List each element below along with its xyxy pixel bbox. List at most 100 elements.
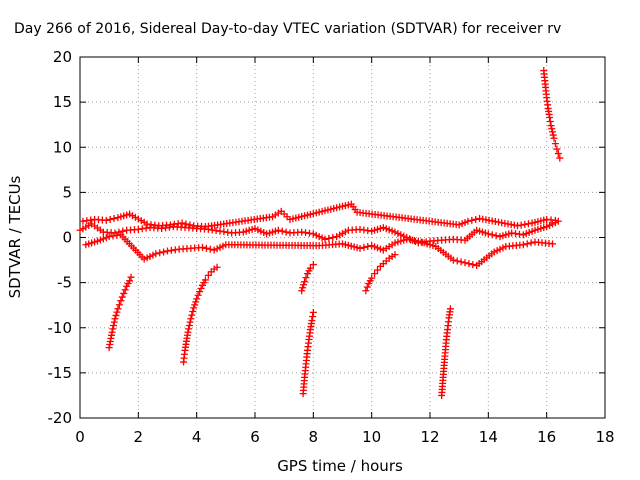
data-point [446,305,454,313]
data-point [185,325,193,333]
data-point [374,266,381,274]
data-point [556,154,564,162]
x-tick-label: 6 [250,428,260,446]
data-point [523,240,531,248]
data-point [300,281,308,289]
series-arc-dip-3 [299,308,317,398]
data-point [102,216,110,224]
data-point [492,232,500,240]
x-tick-label: 12 [420,428,439,446]
data-point [363,283,371,291]
data-point [453,257,461,265]
data-point [192,298,200,306]
data-point [194,291,202,299]
data-point [356,244,364,252]
data-point [298,287,306,295]
y-tick-label: -10 [48,319,73,337]
x-tick-label: 2 [134,428,144,446]
data-point [108,328,116,336]
data-points [76,67,564,399]
data-point [551,216,559,224]
data-point [184,328,192,336]
data-point [110,321,118,329]
data-point [527,239,535,247]
data-point [368,274,376,282]
data-point [187,315,195,323]
data-point [189,308,197,316]
data-point [308,317,316,325]
data-point [204,271,212,279]
data-point [519,241,527,249]
data-point [329,234,337,241]
data-point [468,216,476,224]
data-point [546,118,554,126]
data-point [325,234,333,242]
data-point [121,286,129,294]
data-point [127,273,135,281]
data-point [309,308,317,316]
data-point [126,277,134,285]
data-point [549,131,557,139]
data-point [488,231,496,239]
data-point [464,217,472,225]
data-point [190,304,198,312]
data-point [465,260,473,268]
data-point [199,243,206,251]
data-point [115,301,123,309]
data-point [213,263,221,271]
series-arc-dip-1 [105,273,135,352]
x-tick-label: 0 [75,428,85,446]
data-point [185,321,193,329]
data-point [306,264,314,272]
data-point [114,305,122,313]
data-point [160,248,168,256]
data-point [484,230,492,238]
data-point [202,244,210,252]
series-arc-dip-5 [362,251,399,295]
data-point [106,215,114,223]
data-point [550,134,558,142]
data-point [274,226,282,234]
data-point [299,284,307,292]
data-point [186,318,194,326]
data-point [117,297,125,305]
series-band-upper [79,200,559,231]
data-point [321,235,329,243]
x-tick-label: 14 [479,428,498,446]
y-tick-label: 20 [53,48,72,66]
data-point [549,128,556,136]
plot-frame [79,56,606,419]
y-tick-label: 0 [62,229,72,247]
data-point [193,295,201,303]
data-point [551,140,559,148]
data-point [472,215,480,223]
series-arc-dip-4 [298,261,317,295]
data-point [201,276,209,284]
data-point [391,251,399,259]
y-tick-label: 5 [62,183,72,201]
data-point [360,243,368,251]
y-axis-title: SDTVAR / TECUs [6,175,24,298]
data-point [309,261,317,269]
data-point [206,245,214,253]
data-point [461,259,469,267]
data-point [302,274,310,282]
series-arc-dip-6 [438,305,454,399]
data-point [362,287,370,295]
data-point [110,215,118,223]
data-point [301,278,309,286]
y-tick-label: -5 [57,274,72,292]
data-point [364,243,372,251]
x-tick-label: 18 [595,428,614,446]
data-point [110,318,118,326]
data-point [524,220,532,228]
data-point [553,145,561,153]
data-point [469,261,477,269]
data-point [182,220,190,228]
data-point [112,311,120,319]
grid-lines [80,57,605,418]
data-point [546,113,554,121]
y-tick-label: 10 [53,138,72,156]
data-point [186,221,194,229]
